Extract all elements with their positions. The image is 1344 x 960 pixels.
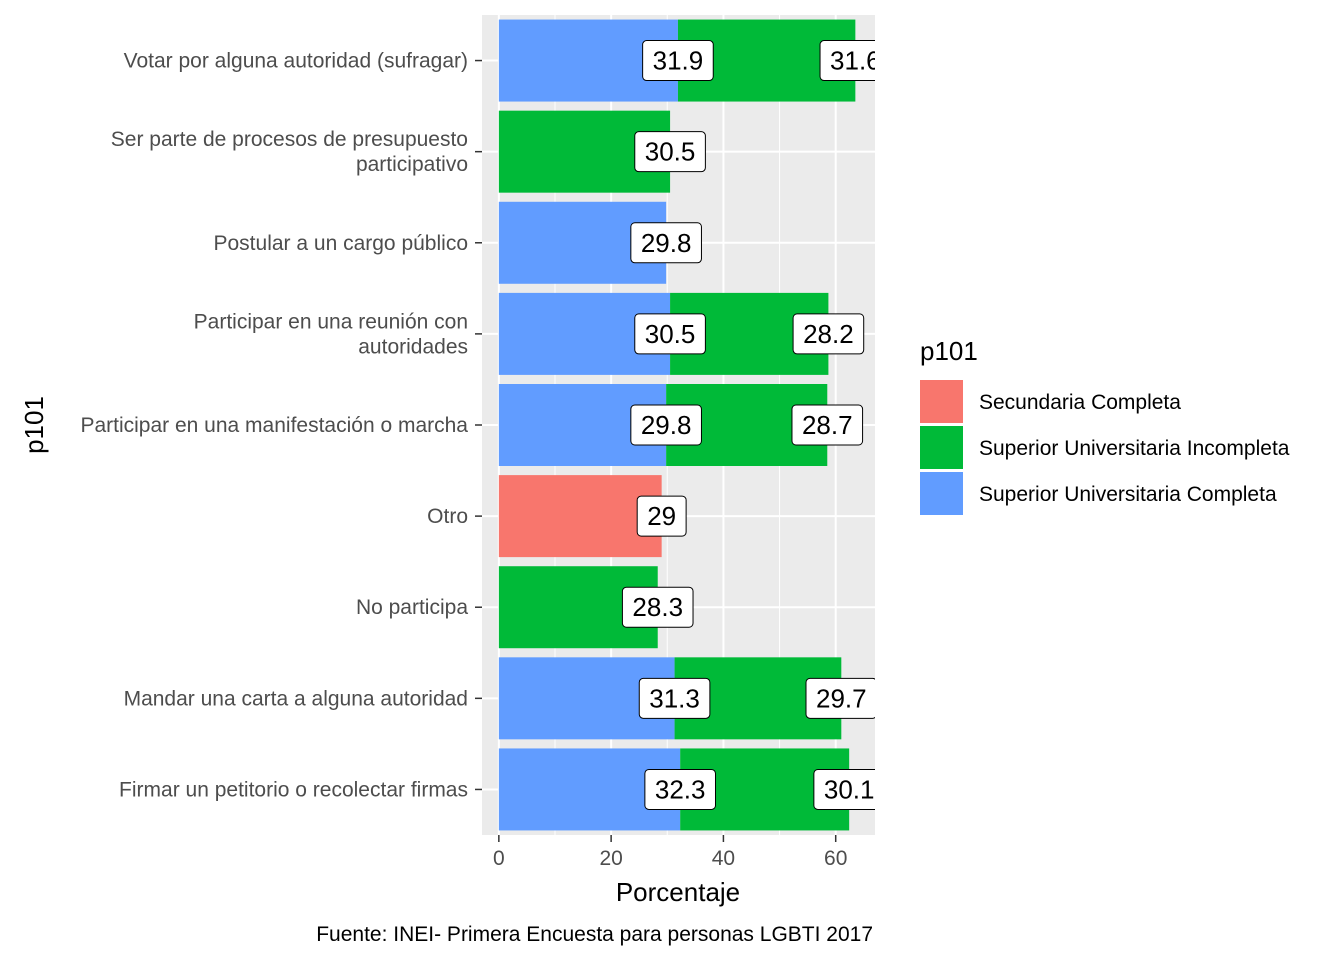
- data-label-text: 29: [647, 501, 676, 531]
- data-label: 30.1: [813, 768, 875, 810]
- legend: p101 Secundaria Completa Superior Univers…: [920, 336, 1290, 515]
- data-label-box: [634, 313, 706, 355]
- y-tick-label: Participar en una manifestación o marcha: [80, 414, 468, 437]
- caption: Fuente: INEI- Primera Encuesta para pers…: [316, 923, 873, 946]
- data-label-box: [791, 404, 864, 446]
- data-label-text: 29.8: [641, 410, 692, 440]
- legend-key: [920, 472, 963, 515]
- data-label-box: [819, 40, 875, 82]
- data-label-text: 30.5: [645, 319, 696, 349]
- data-label-box: [621, 586, 694, 628]
- x-tick-label: 40: [712, 847, 735, 870]
- data-label: 31.3: [638, 677, 711, 719]
- data-label-text: 31.6: [830, 46, 881, 76]
- data-label: 28.3: [621, 586, 694, 628]
- data-label-box: [636, 495, 687, 537]
- y-tick-label: Firmar un petitorio o recolectar firmas: [119, 778, 468, 801]
- data-label-text: 30.1: [824, 774, 875, 804]
- data-label-text: 28.7: [802, 410, 853, 440]
- data-label: 31.6: [819, 40, 881, 82]
- legend-key: [920, 380, 963, 423]
- data-label: 29: [636, 495, 687, 537]
- x-axis: 0 20 40 60: [493, 835, 847, 870]
- y-tick-label: Mandar una carta a alguna autoridad: [124, 687, 468, 710]
- data-label-text: 31.3: [649, 683, 700, 713]
- y-axis: Votar por alguna autoridad (sufragar) Ser…: [80, 50, 482, 801]
- legend-label: Superior Universitaria Completa: [979, 483, 1277, 506]
- data-label: 30.5: [634, 313, 706, 355]
- y-axis-title: p101: [19, 396, 49, 454]
- data-label-box: [805, 677, 875, 719]
- data-label: 29.8: [630, 404, 702, 446]
- data-label-box: [630, 404, 702, 446]
- data-label-box: [644, 768, 716, 810]
- data-label-text: 30.5: [645, 137, 696, 167]
- data-label-text: 31.9: [653, 46, 704, 76]
- data-label-box: [638, 677, 711, 719]
- data-label: 29.7: [805, 677, 875, 719]
- data-label-text: 28.2: [803, 319, 854, 349]
- data-label-text: 29.8: [641, 228, 692, 258]
- data-label: 30.5: [634, 131, 706, 173]
- data-label: 32.3: [644, 768, 716, 810]
- legend-title: p101: [920, 336, 978, 366]
- x-axis-title: Porcentaje: [616, 877, 740, 907]
- data-label-box: [813, 768, 875, 810]
- data-label-box: [630, 222, 702, 264]
- bar: [498, 475, 662, 558]
- legend-label: Superior Universitaria Incompleta: [979, 437, 1290, 460]
- y-tick-label: Ser parte de procesos de presupuesto part…: [111, 128, 468, 176]
- y-tick-label: Postular a un cargo público: [214, 232, 469, 255]
- data-label: 28.7: [791, 404, 864, 446]
- data-label: 29.8: [630, 222, 702, 264]
- y-tick-label: No participa: [356, 596, 468, 619]
- x-tick-label: 20: [599, 847, 622, 870]
- data-label-text: 32.3: [655, 774, 706, 804]
- data-label: 28.2: [792, 313, 865, 355]
- x-tick-label: 60: [824, 847, 847, 870]
- data-label-box: [642, 40, 714, 82]
- data-label: 31.9: [642, 40, 714, 82]
- data-labels: 31.9 31.6 30.5 29.8 30.5 28.2 29.8 28.7 29 28.3 31…: [621, 40, 881, 810]
- data-label-text: 28.3: [632, 592, 683, 622]
- y-tick-label: Otro: [427, 505, 468, 528]
- y-tick-label: Votar por alguna autoridad (sufragar): [124, 50, 468, 73]
- legend-label: Secundaria Completa: [979, 391, 1181, 414]
- data-label-box: [792, 313, 865, 355]
- legend-key: [920, 426, 963, 469]
- data-label-box: [634, 131, 706, 173]
- x-tick-label: 0: [493, 847, 505, 870]
- data-label-text: 29.7: [816, 683, 867, 713]
- y-tick-label: Participar en una reunión con autoridades: [194, 310, 468, 358]
